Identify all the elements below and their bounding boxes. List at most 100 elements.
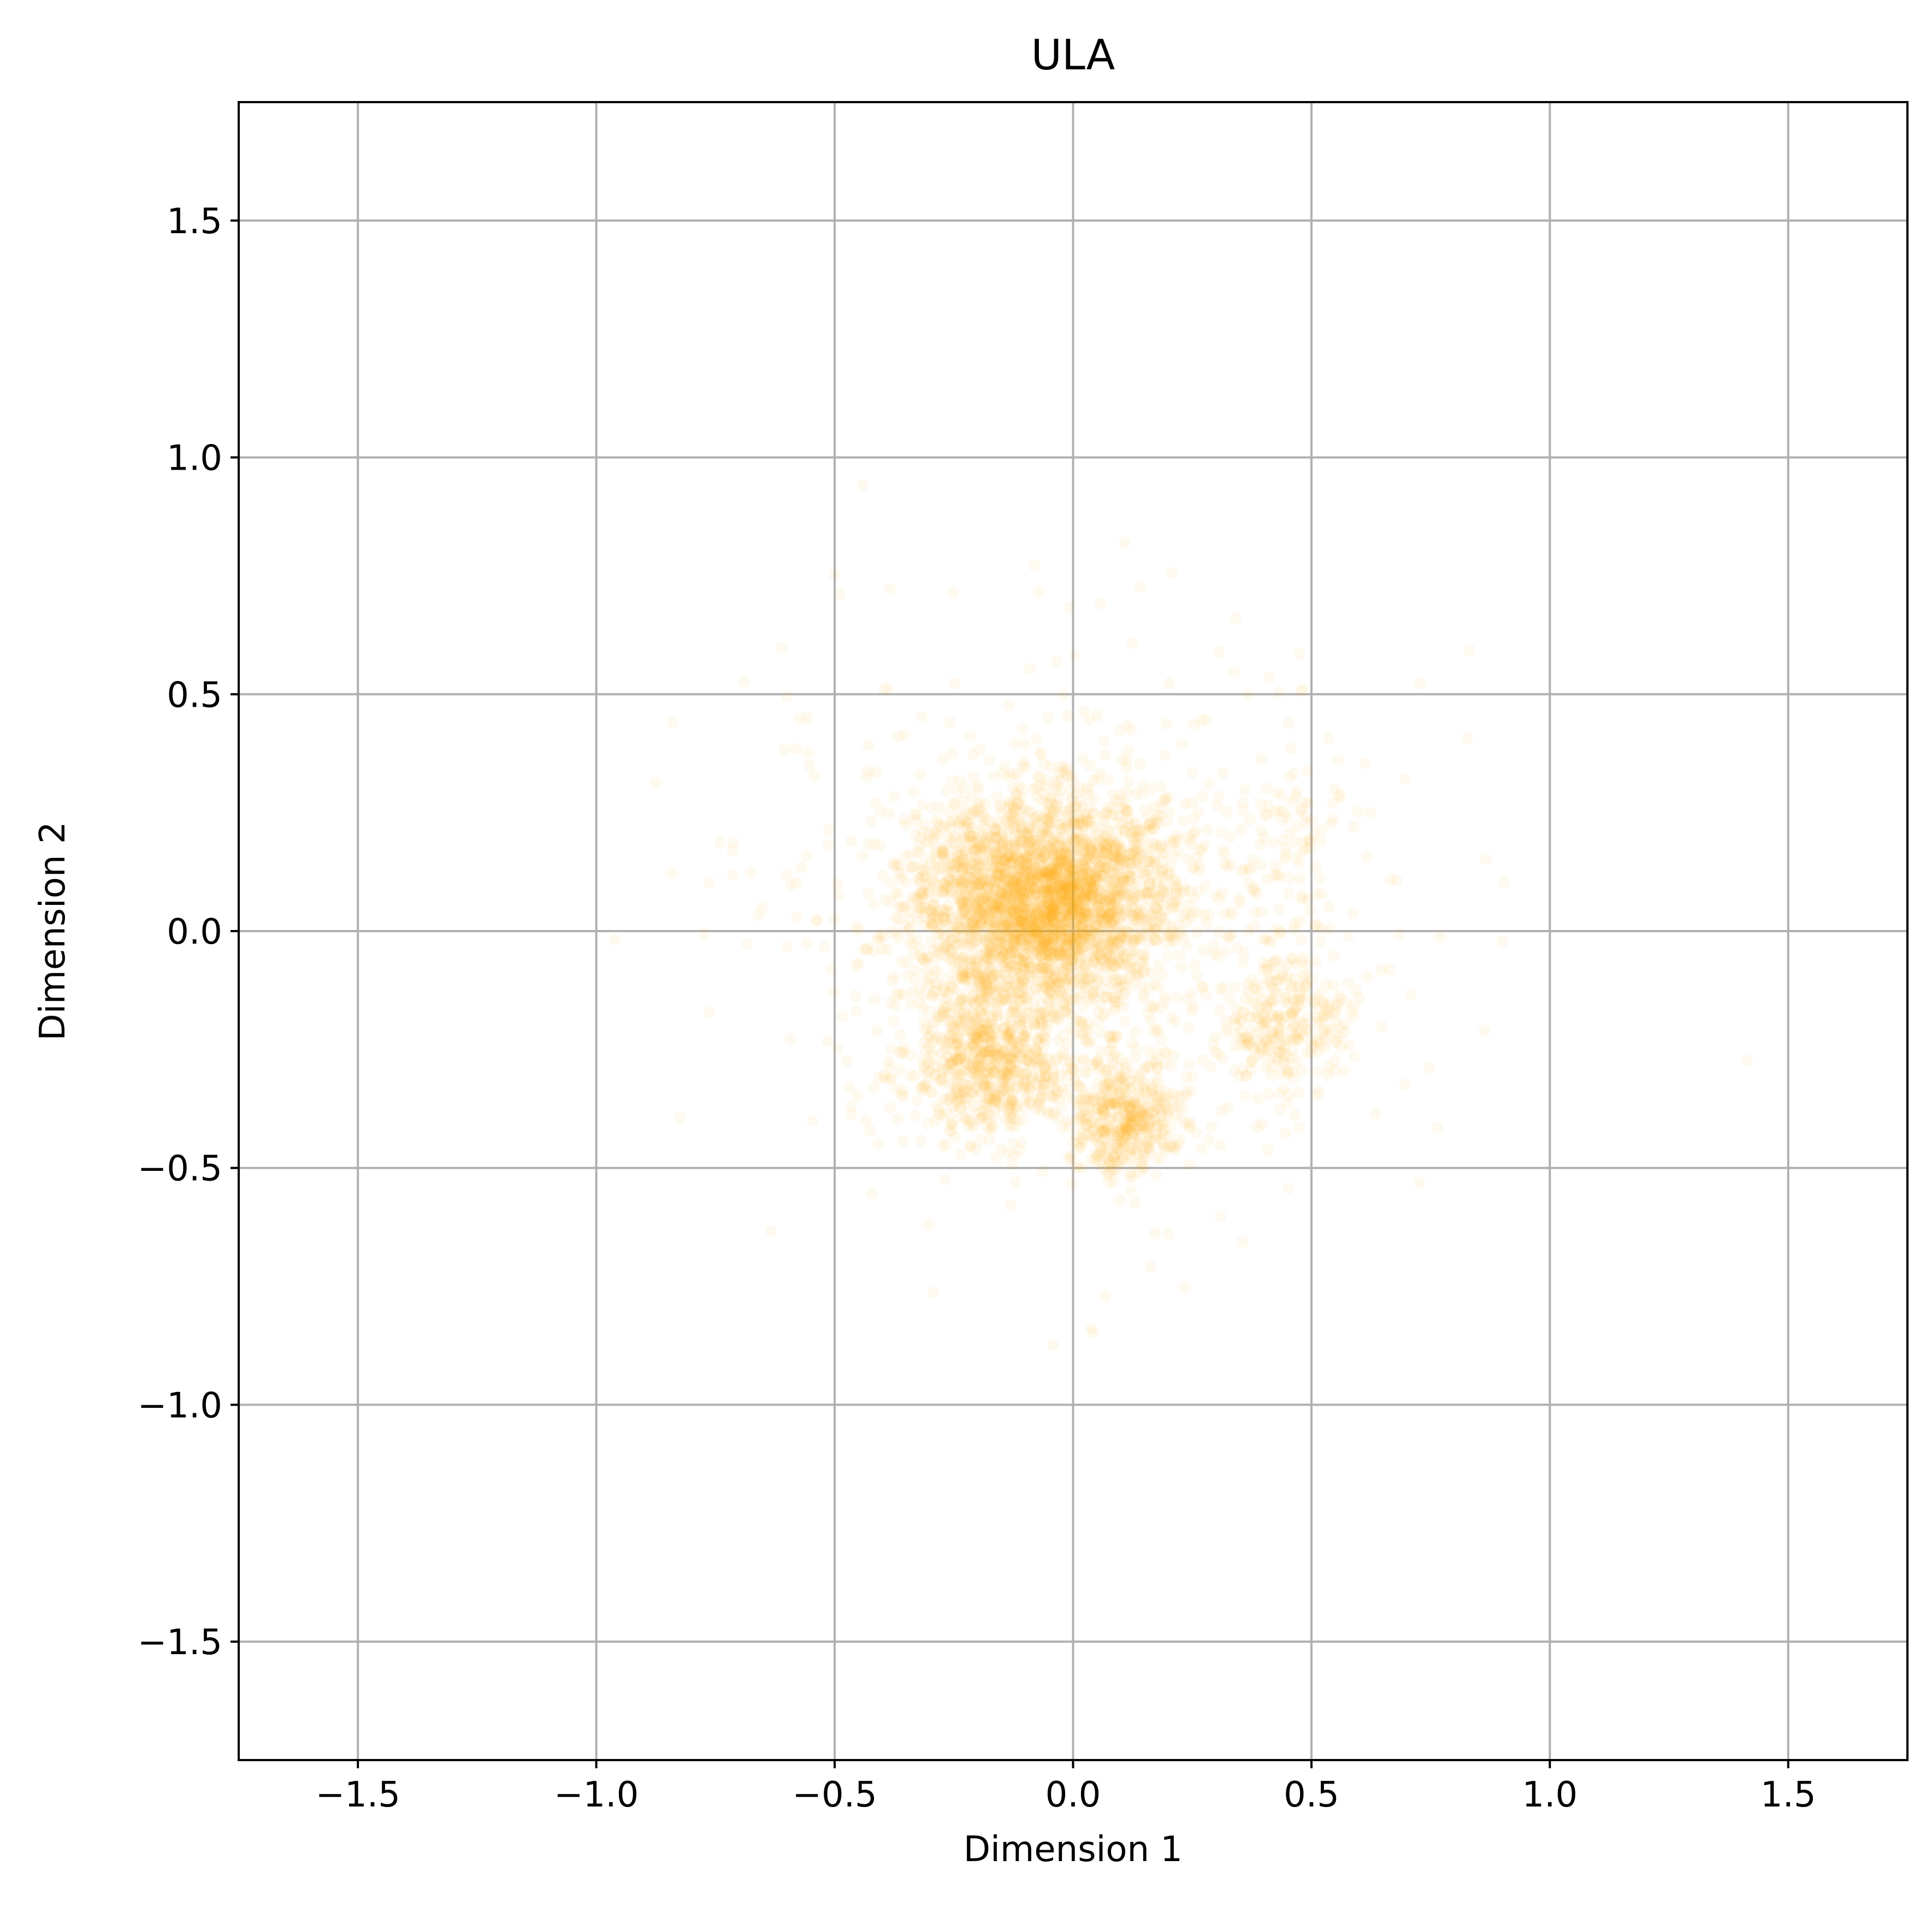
scatter-point	[1043, 896, 1056, 908]
scatter-point	[1093, 1065, 1106, 1077]
scatter-point	[1038, 980, 1050, 993]
scatter-point	[1025, 1098, 1037, 1110]
scatter-point	[974, 976, 986, 988]
scatter-point	[964, 933, 976, 945]
scatter-point	[1006, 1063, 1018, 1076]
scatter-point	[1047, 1339, 1059, 1352]
scatter-point	[1003, 1026, 1016, 1039]
scatter-point	[1076, 1122, 1088, 1134]
scatter-point	[1037, 940, 1050, 952]
scatter-point	[1035, 1006, 1047, 1018]
scatter-point	[1057, 875, 1070, 887]
scatter-point	[1349, 1050, 1361, 1063]
scatter-point	[888, 790, 901, 803]
scatter-point	[1057, 688, 1069, 701]
scatter-point	[1237, 797, 1249, 809]
scatter-point	[1133, 758, 1146, 771]
scatter-point	[1098, 868, 1110, 881]
scatter-point	[1017, 892, 1030, 904]
scatter-point	[1029, 1018, 1041, 1030]
scatter-point	[1011, 1064, 1024, 1077]
scatter-point	[1187, 813, 1200, 826]
scatter-point	[933, 1074, 946, 1087]
scatter-point	[1050, 880, 1063, 893]
scatter-point	[1014, 791, 1027, 804]
scatter-point	[977, 1059, 990, 1072]
scatter-point	[1281, 1033, 1293, 1046]
scatter-point	[1051, 976, 1064, 989]
scatter-point	[765, 1225, 777, 1237]
scatter-point	[1036, 905, 1049, 917]
scatter-point	[1031, 1033, 1043, 1045]
scatter-point	[1295, 802, 1308, 815]
scatter-point	[1006, 900, 1018, 913]
scatter-point	[898, 902, 911, 915]
scatter-point	[1036, 944, 1049, 956]
scatter-point	[1125, 881, 1138, 893]
scatter-point	[1163, 1228, 1175, 1240]
scatter-point	[1078, 940, 1090, 952]
scatter-point	[1022, 849, 1035, 862]
scatter-point	[1035, 892, 1048, 905]
scatter-point	[1025, 844, 1038, 856]
scatter-point	[1018, 876, 1031, 889]
scatter-point	[979, 952, 992, 964]
scatter-point	[1103, 1097, 1116, 1110]
scatter-point	[1129, 886, 1141, 899]
scatter-point	[1137, 1163, 1150, 1175]
scatter-point	[943, 1028, 955, 1041]
scatter-point	[940, 1139, 952, 1151]
scatter-point	[1145, 1088, 1158, 1101]
scatter-point	[1212, 1048, 1225, 1060]
scatter-point	[1180, 939, 1193, 952]
scatter-point	[1184, 1122, 1196, 1134]
scatter-point	[958, 895, 971, 908]
scatter-point	[932, 1059, 944, 1072]
scatter-point	[1010, 787, 1023, 799]
scatter-point	[1064, 947, 1077, 960]
scatter-point	[947, 587, 960, 600]
scatter-point	[1024, 903, 1036, 916]
scatter-point	[1132, 909, 1145, 921]
scatter-point	[1071, 880, 1083, 892]
scatter-point	[1060, 821, 1072, 834]
scatter-point	[1007, 898, 1019, 910]
scatter-point	[1286, 1044, 1299, 1057]
scatter-point	[1260, 782, 1273, 795]
scatter-point	[1098, 908, 1110, 920]
scatter-point	[1109, 995, 1121, 1008]
scatter-point	[1089, 874, 1101, 886]
scatter-point	[933, 1010, 946, 1023]
scatter-point	[1031, 732, 1043, 745]
scatter-point	[1148, 1025, 1160, 1038]
scatter-point	[925, 936, 937, 949]
scatter-point	[979, 1103, 991, 1115]
scatter-point	[800, 849, 813, 862]
scatter-point	[1098, 1127, 1110, 1139]
scatter-point	[703, 876, 716, 889]
scatter-point	[1284, 742, 1297, 755]
scatter-point	[1000, 1063, 1012, 1075]
scatter-point	[1000, 995, 1012, 1008]
scatter-point	[980, 891, 993, 904]
scatter-point	[1072, 1138, 1084, 1151]
scatter-point	[1079, 962, 1091, 974]
scatter-point	[1126, 1109, 1139, 1122]
scatter-point	[1017, 837, 1030, 849]
scatter-point	[1294, 873, 1307, 885]
scatter-point	[1217, 981, 1230, 994]
scatter-point	[1136, 980, 1149, 992]
scatter-point	[1076, 919, 1088, 932]
scatter-point	[1061, 932, 1074, 945]
scatter-point	[983, 907, 996, 920]
scatter-point	[1095, 913, 1107, 925]
scatter-point	[1099, 839, 1111, 852]
scatter-point	[1107, 867, 1119, 879]
scatter-point	[1036, 967, 1048, 979]
scatter-point	[1173, 949, 1186, 961]
scatter-point	[1062, 889, 1074, 902]
scatter-point	[1014, 835, 1027, 848]
scatter-point	[856, 850, 868, 863]
scatter-point	[1461, 732, 1474, 744]
scatter-point	[952, 785, 964, 798]
